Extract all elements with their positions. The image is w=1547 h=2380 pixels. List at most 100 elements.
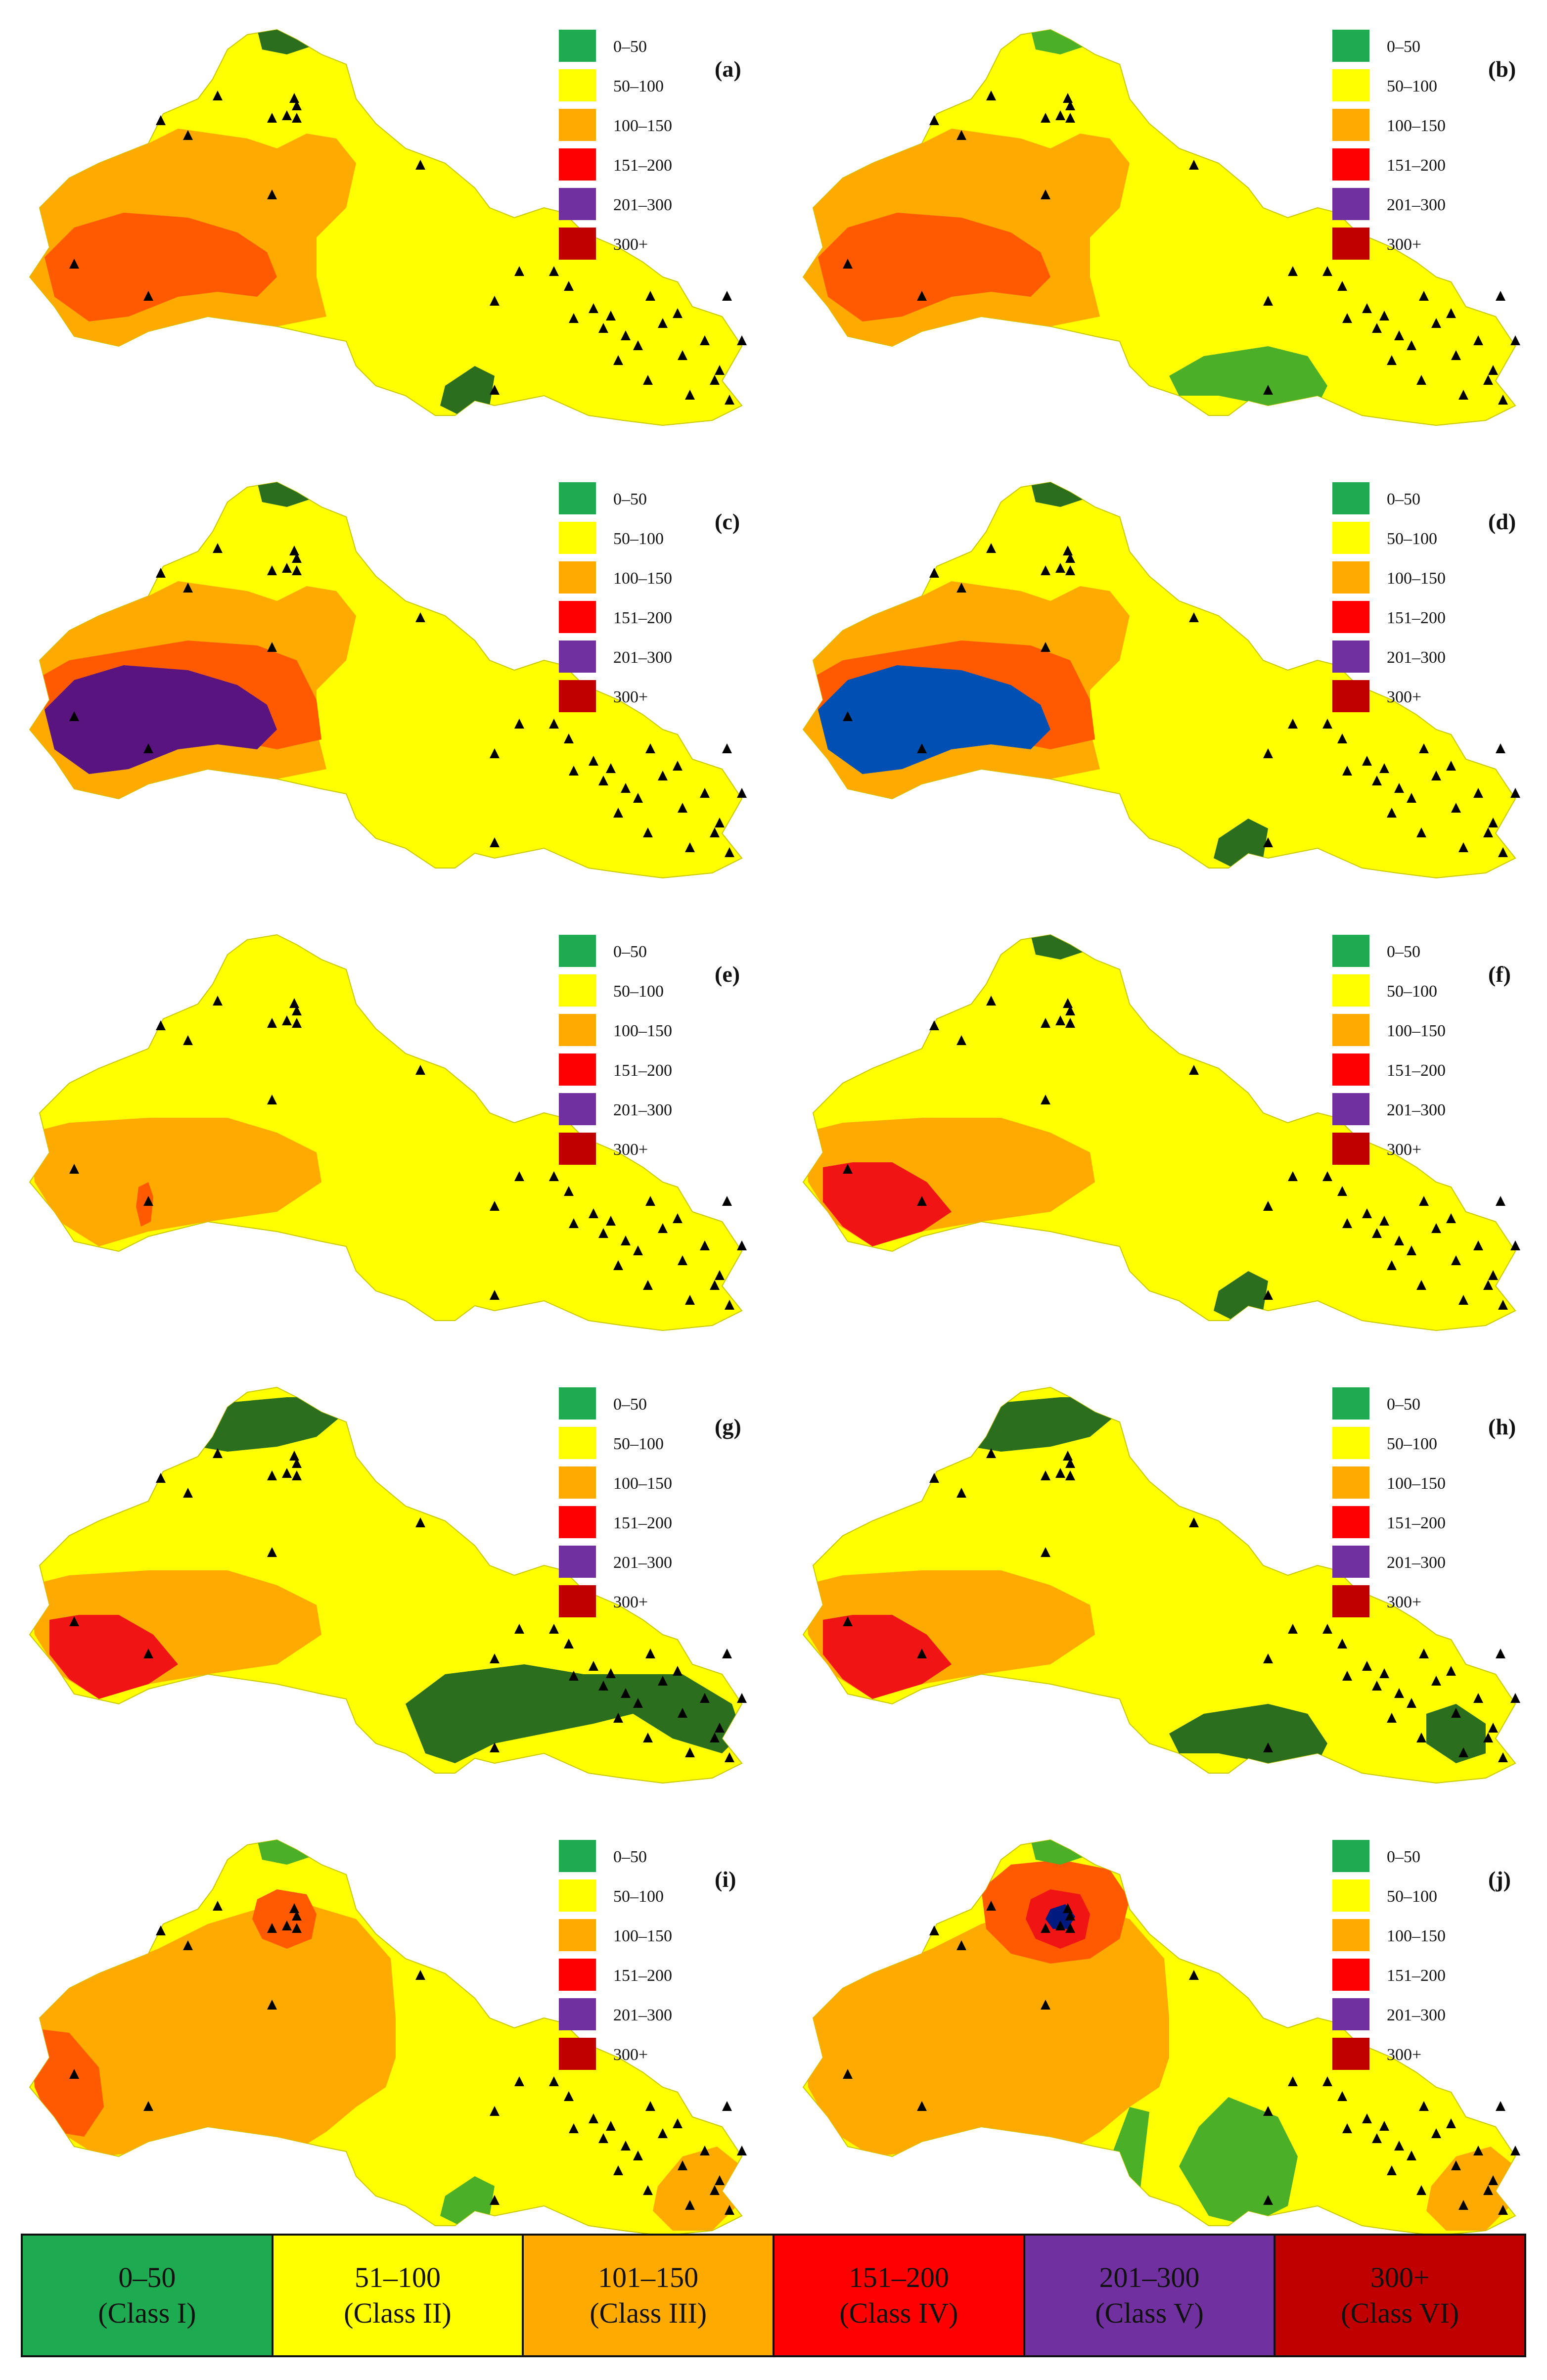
station-marker-icon (1510, 2146, 1520, 2155)
legend-label: 300+ (613, 2046, 648, 2064)
station-marker-icon (715, 1270, 725, 1280)
station-marker-icon (1510, 335, 1520, 345)
class-legend-cell: 201–300 (Class V) (1025, 2236, 1276, 2355)
monitoring-stations (69, 543, 747, 857)
legend-label: 201–300 (1387, 648, 1446, 667)
station-marker-icon (267, 2000, 277, 2010)
station-marker-icon (722, 2101, 732, 2111)
legend-swatch (1332, 974, 1369, 1007)
station-marker-icon (1488, 1723, 1498, 1733)
pollution-zone (45, 665, 277, 774)
station-marker-icon (986, 996, 996, 1006)
panel-legend: 0–50 50–100 100–150 151–200 201–300 300+ (559, 935, 672, 1165)
station-marker-icon (1510, 1693, 1520, 1703)
legend-label: 100–150 (1387, 1927, 1446, 1945)
panel-label: (d) (1488, 509, 1516, 534)
station-marker-icon (710, 1733, 720, 1742)
station-marker-icon (606, 311, 616, 320)
station-marker-icon (673, 2118, 682, 2128)
map-panel: 0–50 50–100 100–150 151–200 201–300 300+ (b) (802, 29, 1520, 426)
station-marker-icon (289, 93, 299, 103)
station-marker-icon (564, 1186, 574, 1196)
station-marker-icon (598, 1681, 608, 1691)
class-legend-cell: 300+ (Class VI) (1275, 2236, 1525, 2355)
legend-swatch (559, 1506, 596, 1538)
station-marker-icon (1342, 1218, 1352, 1228)
station-marker-icon (685, 842, 695, 852)
station-marker-icon (289, 998, 299, 1008)
station-marker-icon (1451, 1255, 1461, 1265)
legend-label: 151–200 (613, 1514, 672, 1532)
legend-label: 0–50 (613, 1848, 647, 1866)
station-marker-icon (292, 100, 302, 110)
class-legend-cell: 151–200 (Class IV) (774, 2236, 1025, 2355)
panel-legend: 0–50 50–100 100–150 151–200 201–300 300+ (1332, 482, 1446, 712)
station-marker-icon (1065, 1923, 1075, 1933)
station-marker-icon (1379, 1216, 1389, 1226)
legend-label: 201–300 (613, 1554, 672, 1572)
region-base-fill (802, 1386, 1516, 1784)
station-marker-icon (1065, 1458, 1075, 1468)
class-name-label: (Class I) (98, 2297, 196, 2329)
station-marker-icon (1419, 1196, 1429, 1206)
station-marker-icon (267, 1470, 277, 1480)
monitoring-stations (69, 91, 747, 405)
station-marker-icon (1063, 93, 1073, 103)
legend-label: 201–300 (1387, 1101, 1446, 1119)
station-marker-icon (1431, 771, 1441, 780)
station-marker-icon (715, 365, 725, 375)
class-range-label: 201–300 (1099, 2261, 1200, 2293)
pollution-zone (1169, 1704, 1327, 1763)
station-marker-icon (737, 1240, 747, 1250)
legend-swatch (1332, 228, 1369, 260)
station-marker-icon (843, 1164, 853, 1174)
station-marker-icon (633, 793, 643, 803)
legend-label: 100–150 (613, 1474, 672, 1493)
station-marker-icon (700, 335, 710, 345)
pollution-zone (803, 1904, 1169, 2156)
panel-legend: 0–50 50–100 100–150 151–200 201–300 300+ (1332, 1387, 1446, 1617)
legend-label: 50–100 (613, 77, 664, 95)
station-marker-icon (1342, 2123, 1352, 2133)
legend-swatch (559, 1387, 596, 1419)
station-marker-icon (1473, 335, 1483, 345)
station-marker-icon (1322, 266, 1332, 276)
station-marker-icon (282, 1921, 292, 1930)
station-marker-icon (1362, 1661, 1372, 1671)
station-marker-icon (956, 130, 966, 140)
region-base-fill (29, 29, 743, 426)
station-marker-icon (1288, 1171, 1298, 1181)
station-marker-icon (267, 642, 277, 652)
station-marker-icon (1510, 788, 1520, 798)
station-marker-icon (267, 113, 277, 123)
station-marker-icon (645, 291, 655, 301)
station-marker-icon (1431, 1676, 1441, 1686)
legend-label: 100–150 (613, 569, 672, 588)
pollution-zones (803, 30, 1327, 406)
station-marker-icon (1063, 1903, 1073, 1913)
legend-label: 151–200 (1387, 156, 1446, 175)
station-marker-icon (1288, 2076, 1298, 2086)
panel-label: (g) (715, 1414, 741, 1439)
station-marker-icon (1322, 719, 1332, 729)
monitoring-stations (69, 996, 747, 1310)
legend-label: 0–50 (1387, 1395, 1420, 1414)
pollution-zones (803, 1397, 1486, 1763)
station-marker-icon (1498, 1300, 1508, 1310)
station-marker-icon (1379, 763, 1389, 773)
station-marker-icon (1473, 1240, 1483, 1250)
legend-swatch (1332, 1546, 1369, 1578)
station-marker-icon (673, 1213, 682, 1223)
station-marker-icon (1337, 733, 1347, 743)
station-marker-icon (1263, 748, 1273, 758)
legend-label: 100–150 (613, 117, 672, 135)
panel-label: (b) (1488, 56, 1516, 82)
legend-label: 201–300 (1387, 1554, 1446, 1572)
station-marker-icon (1337, 281, 1347, 291)
station-marker-icon (1510, 1240, 1520, 1250)
station-marker-icon (292, 1923, 302, 1933)
station-marker-icon (1458, 390, 1468, 400)
station-marker-icon (589, 1208, 598, 1218)
station-marker-icon (183, 1940, 193, 1950)
